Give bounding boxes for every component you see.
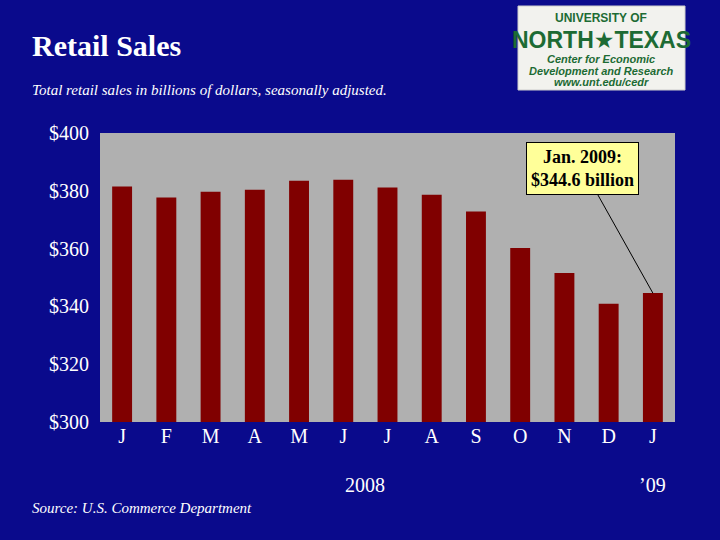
svg-text:Source: U.S. Commerce Departme: Source: U.S. Commerce Department xyxy=(32,500,252,516)
svg-text:N: N xyxy=(557,425,571,447)
svg-text:$300: $300 xyxy=(49,411,89,433)
svg-text:A: A xyxy=(425,425,440,447)
svg-text:$360: $360 xyxy=(49,238,89,260)
svg-text:Development and Research: Development and Research xyxy=(529,65,674,77)
svg-text:2008: 2008 xyxy=(345,474,385,496)
svg-text:Center for Economic: Center for Economic xyxy=(547,53,655,65)
svg-text:J: J xyxy=(339,425,347,447)
svg-text:$400: $400 xyxy=(49,122,89,144)
svg-text:M: M xyxy=(290,425,308,447)
svg-text:NORTH★TEXAS: NORTH★TEXAS xyxy=(512,27,691,53)
svg-text:$320: $320 xyxy=(49,353,89,375)
svg-text:Jan. 2009:$344.6 billion: Jan. 2009:$344.6 billion xyxy=(531,147,634,190)
svg-text:M: M xyxy=(202,425,220,447)
svg-text:www.unt.edu/cedr: www.unt.edu/cedr xyxy=(554,76,649,88)
svg-text:A: A xyxy=(248,425,263,447)
svg-text:D: D xyxy=(601,425,615,447)
svg-text:J: J xyxy=(384,425,392,447)
svg-text:O: O xyxy=(513,425,527,447)
svg-text:J: J xyxy=(649,425,657,447)
svg-text:$340: $340 xyxy=(49,295,89,317)
svg-text:Total retail sales in billions: Total retail sales in billions of dollar… xyxy=(32,82,387,98)
svg-text:’09: ’09 xyxy=(639,474,666,496)
svg-text:F: F xyxy=(161,425,172,447)
svg-text:J: J xyxy=(118,425,126,447)
svg-text:$380: $380 xyxy=(49,180,89,202)
svg-text:UNIVERSITY OF: UNIVERSITY OF xyxy=(555,11,647,25)
svg-text:S: S xyxy=(470,425,481,447)
svg-text:Retail Sales: Retail Sales xyxy=(32,29,181,62)
